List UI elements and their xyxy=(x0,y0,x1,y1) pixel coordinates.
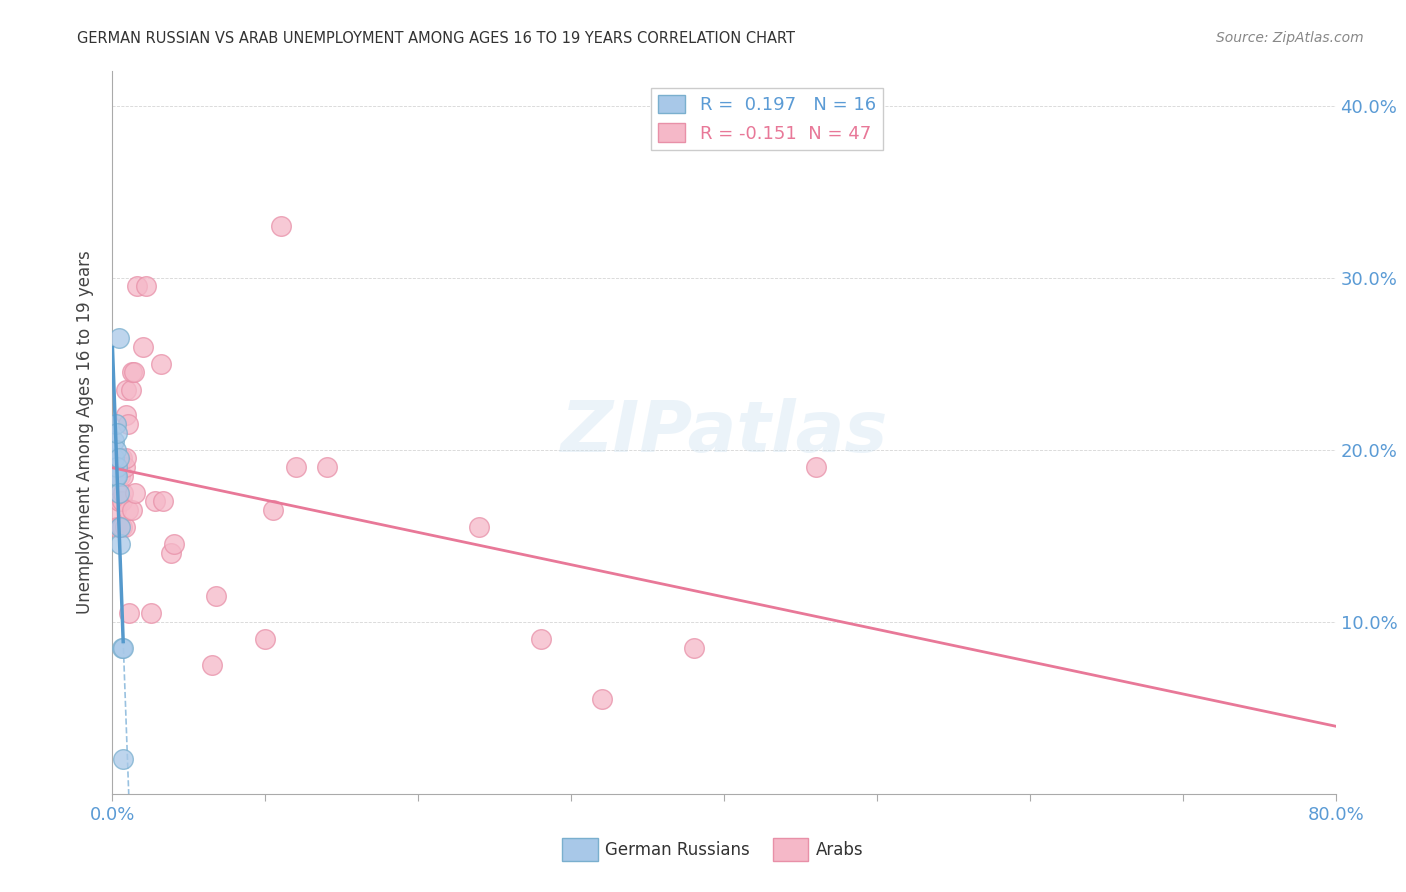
Point xyxy=(115,383,138,397)
Point xyxy=(117,503,139,517)
Point xyxy=(143,494,166,508)
Point xyxy=(103,434,125,449)
Point xyxy=(105,520,128,534)
Point xyxy=(107,485,129,500)
Point xyxy=(124,485,146,500)
Text: Source: ZipAtlas.com: Source: ZipAtlas.com xyxy=(1216,31,1364,45)
Text: German Russians: German Russians xyxy=(605,841,749,859)
Point xyxy=(105,468,128,483)
Point xyxy=(108,520,131,534)
Y-axis label: Unemployment Among Ages 16 to 19 years: Unemployment Among Ages 16 to 19 years xyxy=(76,251,94,615)
Point xyxy=(284,460,308,475)
Point xyxy=(254,632,277,646)
Point xyxy=(107,451,129,466)
Point xyxy=(139,607,162,621)
Point xyxy=(122,366,145,380)
Point xyxy=(135,279,157,293)
Point xyxy=(201,657,224,672)
Point xyxy=(112,468,135,483)
Point xyxy=(159,546,181,560)
Point xyxy=(468,520,491,534)
Point xyxy=(262,503,284,517)
Point xyxy=(530,632,553,646)
Point xyxy=(115,409,138,423)
Point xyxy=(152,494,174,508)
Text: ZIPatlas: ZIPatlas xyxy=(561,398,887,467)
Point xyxy=(104,503,127,517)
Point xyxy=(114,520,136,534)
Point xyxy=(315,460,337,475)
Point xyxy=(205,589,228,603)
Legend: R =  0.197   N = 16, R = -0.151  N = 47: R = 0.197 N = 16, R = -0.151 N = 47 xyxy=(651,87,883,150)
Point xyxy=(591,692,613,706)
Point xyxy=(118,607,141,621)
Point xyxy=(115,451,138,466)
Point xyxy=(107,331,129,345)
Point xyxy=(108,537,131,551)
Point xyxy=(120,383,142,397)
Point xyxy=(111,640,134,655)
Point xyxy=(105,460,128,475)
Point xyxy=(103,451,125,466)
Point xyxy=(150,357,173,371)
Point xyxy=(107,494,129,508)
Point xyxy=(107,460,129,475)
Point xyxy=(111,494,134,508)
Point xyxy=(111,451,134,466)
Point xyxy=(104,417,127,431)
Point xyxy=(121,366,143,380)
Point xyxy=(125,279,148,293)
Point xyxy=(111,520,134,534)
Point xyxy=(108,468,131,483)
Point xyxy=(105,425,128,440)
Point xyxy=(121,503,143,517)
Point xyxy=(114,460,136,475)
Point xyxy=(117,417,139,431)
Point xyxy=(105,485,128,500)
Point xyxy=(108,520,131,534)
Point xyxy=(112,485,135,500)
Point xyxy=(270,219,292,234)
Point xyxy=(112,752,135,766)
Point xyxy=(682,640,704,655)
Point xyxy=(104,442,127,457)
Point xyxy=(132,340,155,354)
Text: GERMAN RUSSIAN VS ARAB UNEMPLOYMENT AMONG AGES 16 TO 19 YEARS CORRELATION CHART: GERMAN RUSSIAN VS ARAB UNEMPLOYMENT AMON… xyxy=(77,31,796,46)
Point xyxy=(112,640,135,655)
Point xyxy=(804,460,827,475)
Point xyxy=(108,451,131,466)
Point xyxy=(104,468,127,483)
Point xyxy=(163,537,186,551)
Text: Arabs: Arabs xyxy=(815,841,863,859)
